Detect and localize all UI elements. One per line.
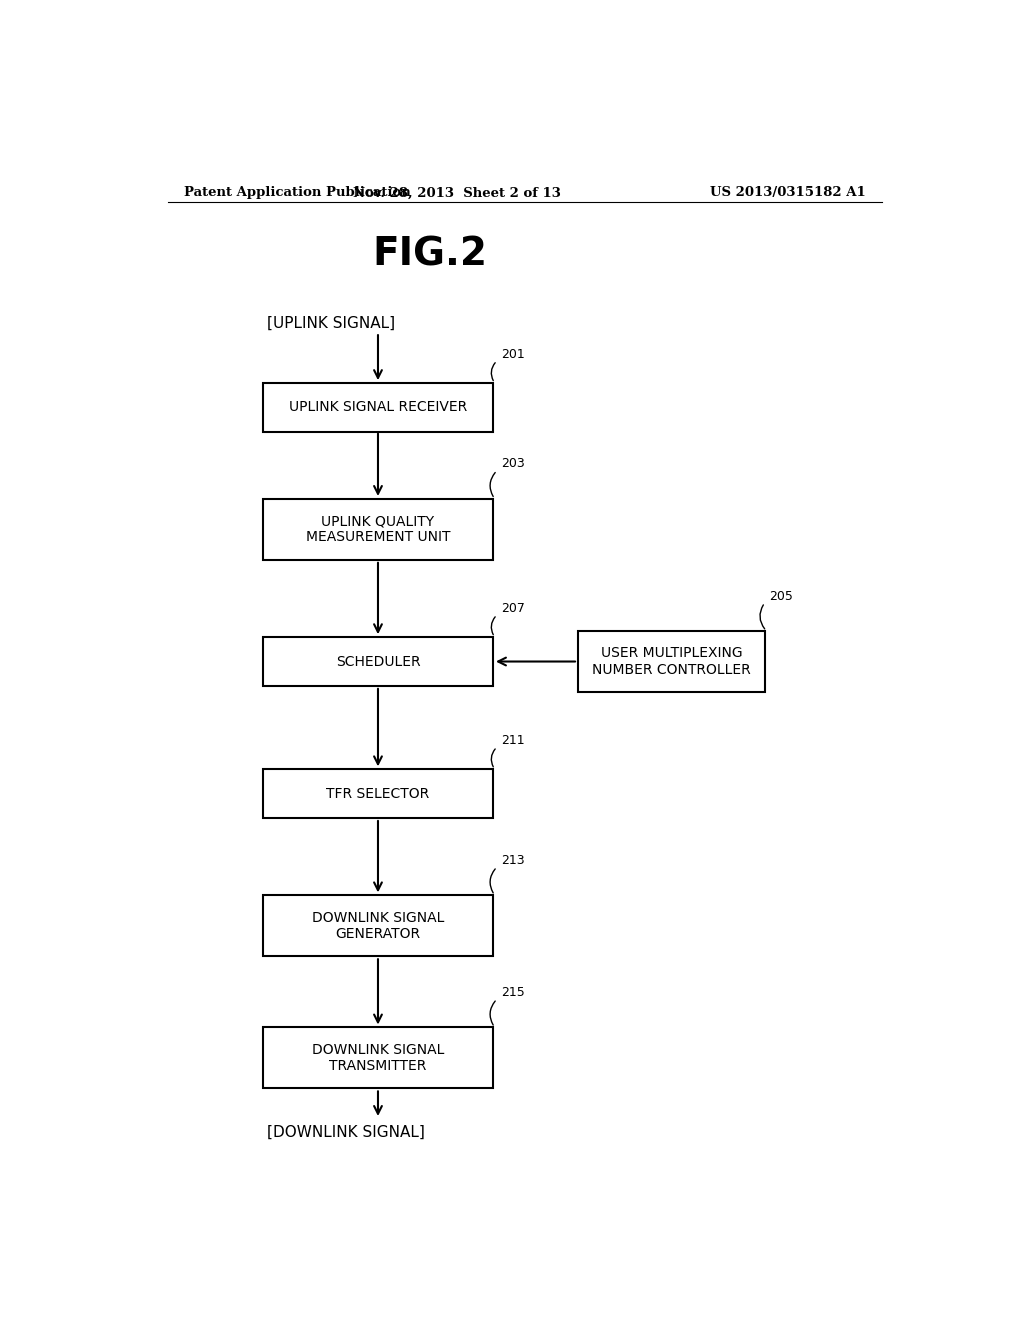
Text: 211: 211 xyxy=(501,734,524,747)
Text: 215: 215 xyxy=(501,986,524,999)
Text: SCHEDULER: SCHEDULER xyxy=(336,655,420,668)
Bar xyxy=(263,770,494,818)
Bar xyxy=(263,1027,494,1089)
Bar xyxy=(263,383,494,432)
Text: [UPLINK SIGNAL]: [UPLINK SIGNAL] xyxy=(267,315,395,330)
Text: 205: 205 xyxy=(769,590,793,602)
Text: 207: 207 xyxy=(501,602,525,615)
Text: DOWNLINK SIGNAL
GENERATOR: DOWNLINK SIGNAL GENERATOR xyxy=(311,911,444,941)
Text: DOWNLINK SIGNAL
TRANSMITTER: DOWNLINK SIGNAL TRANSMITTER xyxy=(311,1043,444,1073)
Text: Patent Application Publication: Patent Application Publication xyxy=(183,186,411,199)
Text: FIG.2: FIG.2 xyxy=(372,236,487,275)
Text: [DOWNLINK SIGNAL]: [DOWNLINK SIGNAL] xyxy=(267,1125,425,1139)
Text: TFR SELECTOR: TFR SELECTOR xyxy=(327,787,430,801)
Text: UPLINK QUALITY
MEASUREMENT UNIT: UPLINK QUALITY MEASUREMENT UNIT xyxy=(306,515,451,544)
Text: 203: 203 xyxy=(501,458,524,470)
Text: UPLINK SIGNAL RECEIVER: UPLINK SIGNAL RECEIVER xyxy=(289,400,467,414)
Text: 201: 201 xyxy=(501,347,524,360)
Bar xyxy=(579,631,765,692)
Bar xyxy=(263,638,494,686)
Text: Nov. 28, 2013  Sheet 2 of 13: Nov. 28, 2013 Sheet 2 of 13 xyxy=(353,186,561,199)
Text: 213: 213 xyxy=(501,854,524,867)
Text: USER MULTIPLEXING
NUMBER CONTROLLER: USER MULTIPLEXING NUMBER CONTROLLER xyxy=(592,647,751,677)
Text: US 2013/0315182 A1: US 2013/0315182 A1 xyxy=(711,186,866,199)
Bar xyxy=(263,499,494,560)
Bar xyxy=(263,895,494,956)
